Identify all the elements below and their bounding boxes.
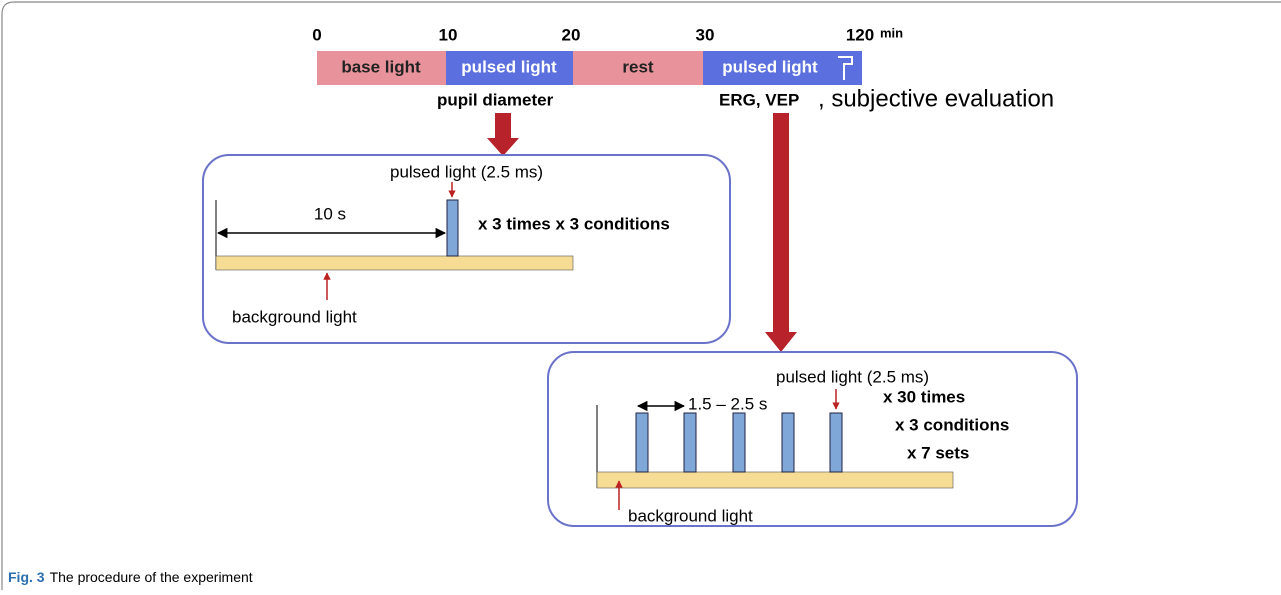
- interval-label: 10 s: [314, 204, 346, 223]
- tick-label: 10: [439, 25, 458, 44]
- segment: [317, 51, 446, 85]
- segment-label: base light: [341, 57, 421, 76]
- pulse: [732, 412, 746, 473]
- pulse: [781, 412, 795, 473]
- segment: [703, 51, 862, 85]
- caption-text: The procedure of the experiment: [50, 569, 253, 585]
- repeat-label: x 30 times: [883, 387, 965, 406]
- segment: [573, 51, 703, 85]
- timeline: base light pulsed light rest pulsed ligh…: [312, 25, 903, 85]
- repeat-label: x 3 conditions: [895, 415, 1009, 434]
- background-label: background light: [232, 307, 357, 326]
- segment-label: pulsed light: [722, 57, 818, 76]
- measure: , subjective evaluation: [818, 85, 1054, 112]
- measure: pupil diameter: [437, 90, 554, 109]
- caption-label: Fig. 3: [8, 569, 45, 585]
- interval-label: 1.5 – 2.5 s: [688, 394, 767, 413]
- pulse-label: pulsed light (2.5 ms): [390, 162, 543, 181]
- measure: ERG, VEP: [719, 90, 799, 109]
- background-label: background light: [628, 506, 753, 525]
- panel: [202, 154, 731, 344]
- tick-label: 20: [562, 25, 581, 44]
- repeat-label: x 7 sets: [907, 443, 969, 462]
- pulse-label: pulsed light (2.5 ms): [776, 367, 929, 386]
- break-mark: [838, 56, 853, 80]
- segment-label: pulsed light: [461, 57, 557, 76]
- tick-label: 120: [846, 25, 874, 44]
- box1: 10 s pulsed light (2.5 ms) x 3 times x 3…: [202, 154, 731, 344]
- pulse: [635, 412, 649, 473]
- caption: Fig. 3 The procedure of the experiment: [8, 569, 253, 585]
- background-bar: [215, 255, 574, 271]
- background-bar: [596, 471, 954, 489]
- arrow: [487, 113, 519, 156]
- arrow: [765, 113, 797, 352]
- box2: 1.5 – 2.5 s pulsed light (2.5 ms) x 30 t…: [547, 351, 1078, 527]
- segment-label: rest: [622, 57, 654, 76]
- tick-label: 30: [696, 25, 715, 44]
- pulse: [683, 412, 697, 473]
- pulse: [446, 199, 459, 257]
- tick-label: 0: [312, 25, 321, 44]
- unit-label: min: [880, 25, 903, 40]
- pulse: [829, 412, 843, 473]
- segment: [446, 51, 573, 85]
- repeat-label: x 3 times x 3 conditions: [478, 214, 670, 233]
